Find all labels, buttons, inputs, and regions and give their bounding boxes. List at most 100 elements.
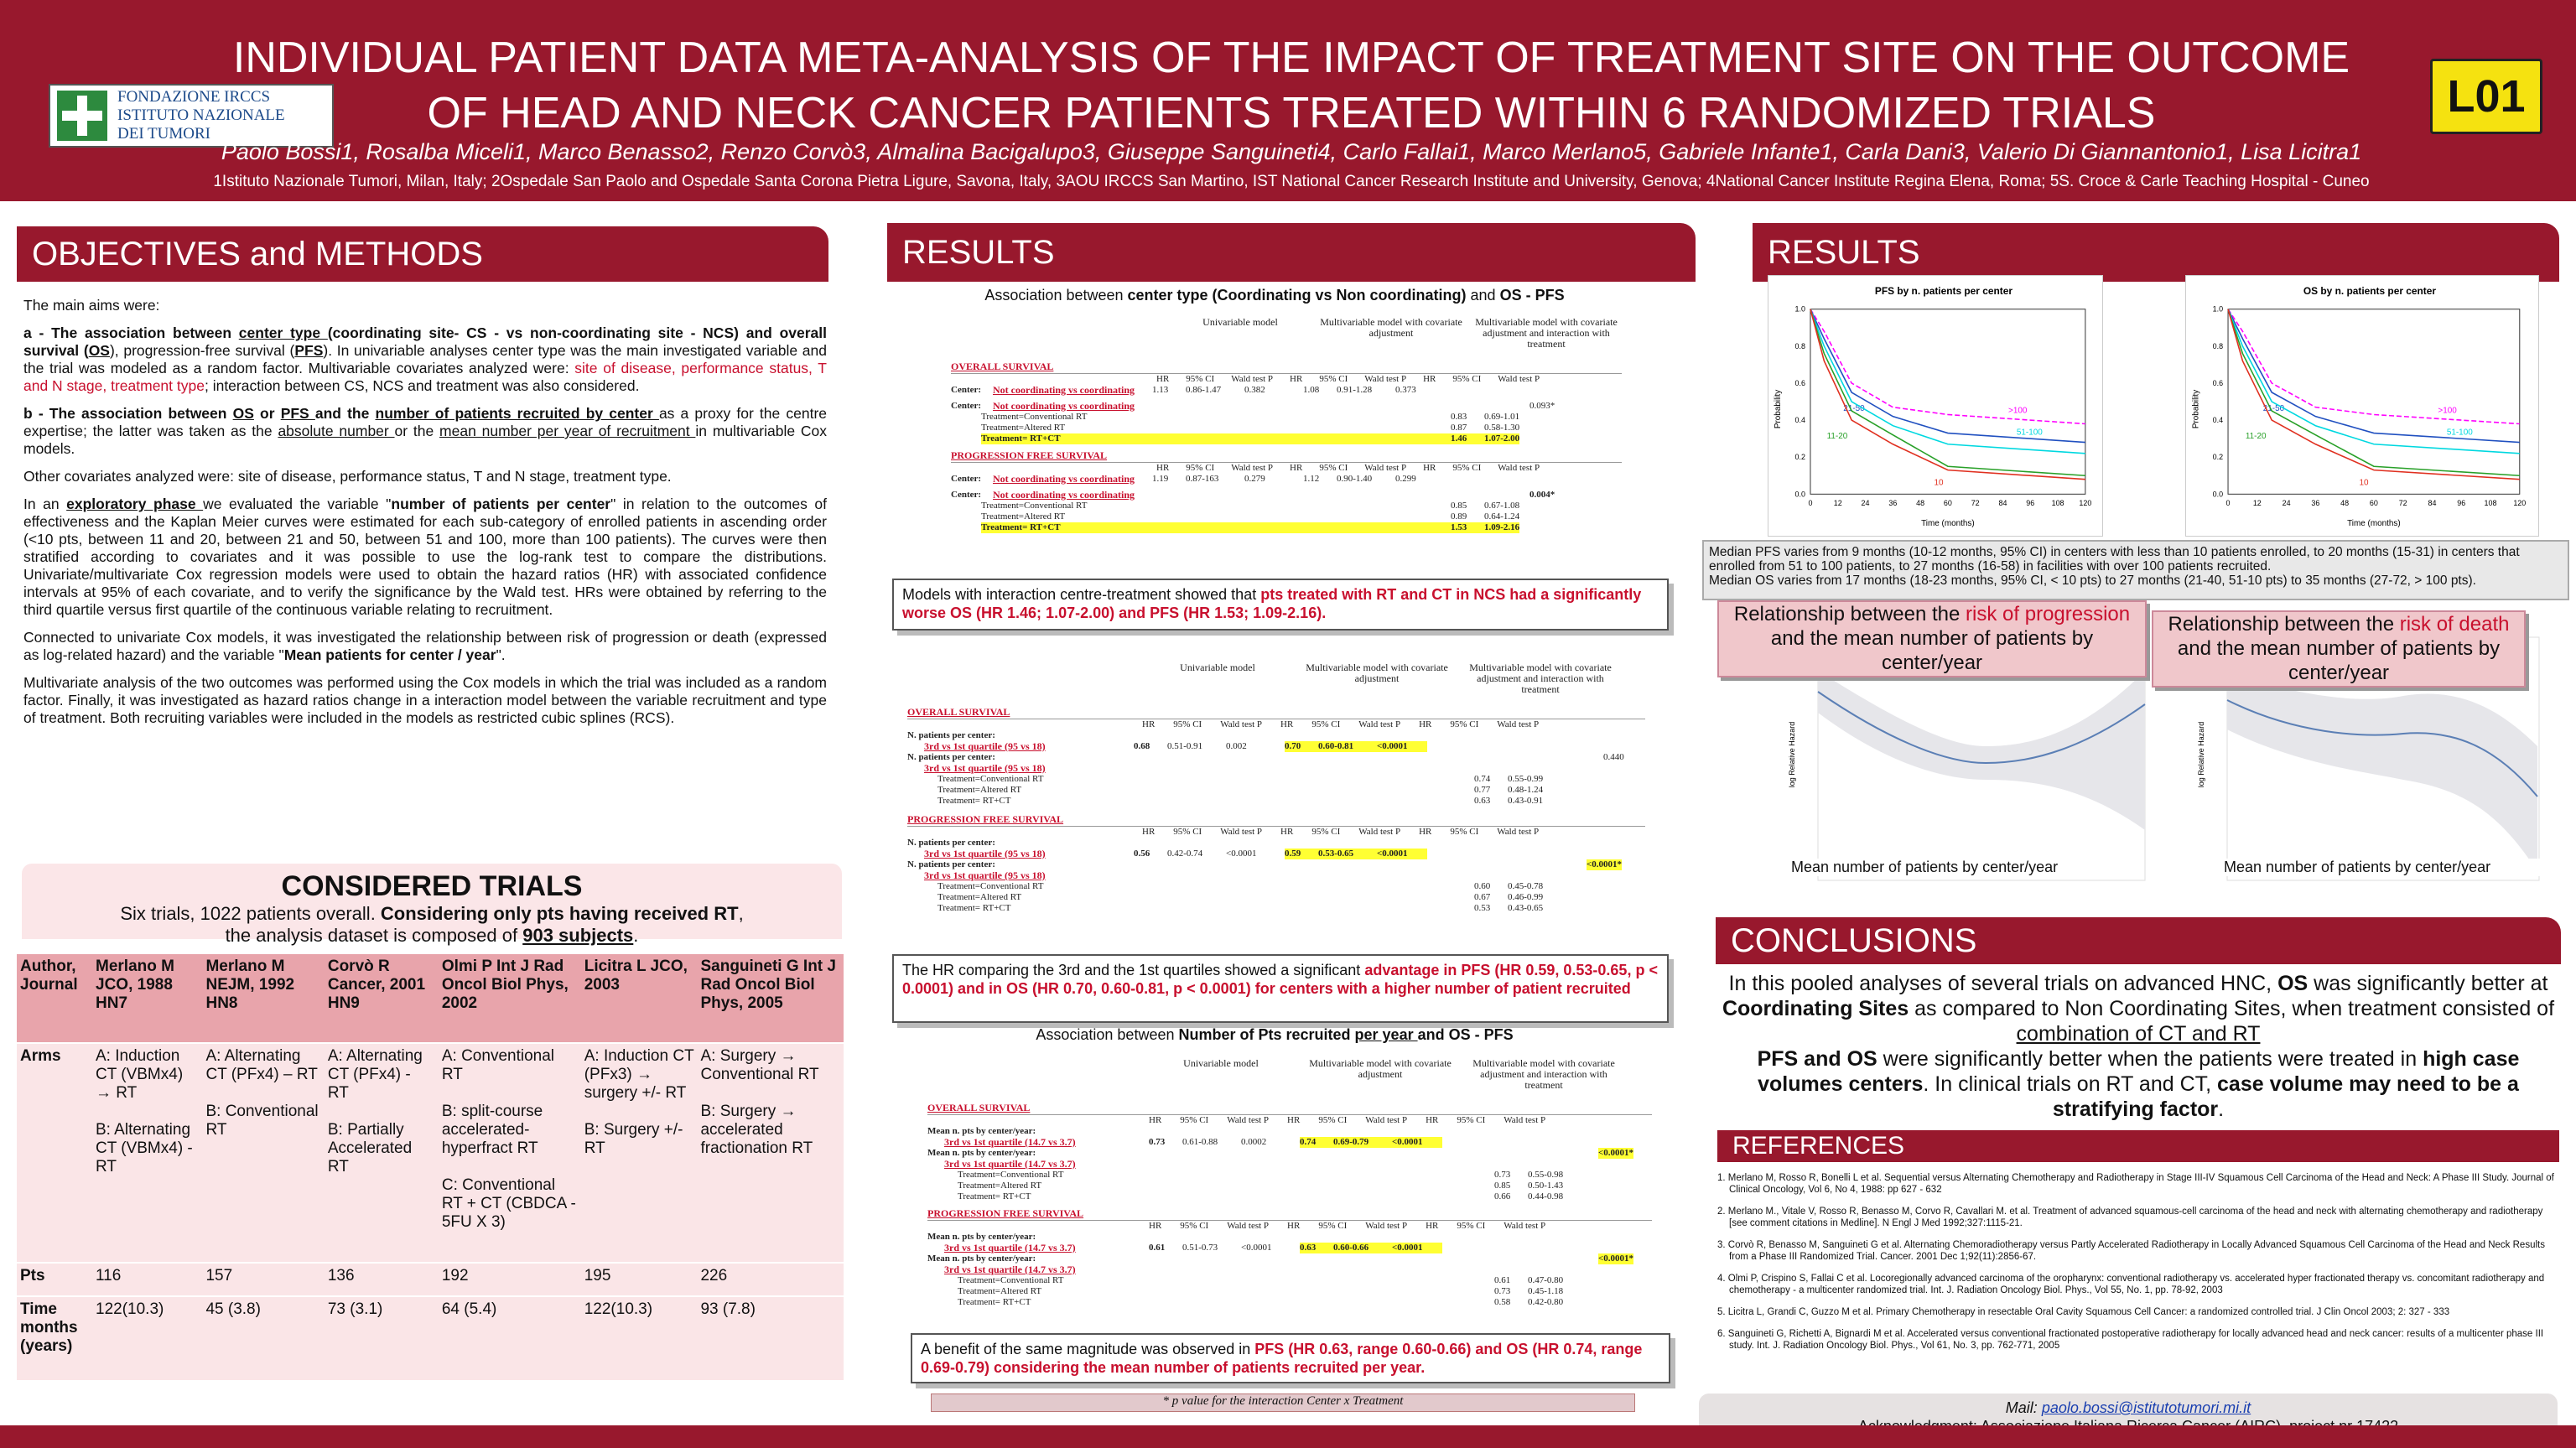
svg-text:log Relative Hazard: log Relative Hazard: [2197, 722, 2205, 788]
trial-pts: 192: [438, 1263, 581, 1297]
trial-arms: A: Induction CT (PFx3) → surgery +/- RT B…: [580, 1043, 698, 1264]
y-tick-label: 0.6: [1795, 379, 1805, 387]
x-tick-label: 0: [1808, 499, 1812, 507]
trial-pts: 226: [697, 1263, 844, 1297]
x-tick-label: 24: [2283, 499, 2291, 507]
table1-caption: Association between center type (Coordin…: [984, 287, 1565, 304]
km-curve: [1810, 309, 2085, 480]
km-series-label: 51-100: [2447, 428, 2473, 438]
trial-time: 73 (3.1): [324, 1296, 439, 1382]
reference-item: 1. Merlano M, Rosso R, Bonelli L et al. …: [1717, 1173, 2554, 1195]
km-os-curves: 0 12 24 36 48 60 72 84 96 108 120 0.0 0.2 0.4 0.6 0.8 1.…: [2213, 305, 2527, 508]
km-curve: [1810, 309, 2085, 477]
results-banner-2: RESULTS: [1753, 223, 2559, 282]
km-pfs-curves: 0 12 24 36 48 60 72 84 96 108 120 0.0 0.2 0.4 0.6 0.8 1.…: [1795, 305, 2092, 508]
trial-arms: A: Conventional RT B: split-course accele…: [438, 1043, 581, 1264]
x-tick-label: 60: [1944, 499, 1952, 507]
svg-text:Time (months): Time (months): [1921, 519, 1975, 528]
x-tick-label: 72: [2399, 499, 2407, 507]
x-tick-label: 24: [1862, 499, 1870, 507]
trial-arms: A: Alternating CT (PFx4) - RT B: Partiall…: [324, 1043, 439, 1264]
y-tick-label: 0.4: [2213, 416, 2223, 424]
reference-item: 4. Olmi P, Crispino S, Fallai C et al. L…: [1717, 1274, 2545, 1295]
trial-header: Merlano M NEJM, 1992 HN8: [202, 954, 325, 1044]
trial-time: 122(10.3): [580, 1296, 698, 1382]
trial-header: Licitra L JCO, 2003: [580, 954, 698, 1044]
km-curve: [2227, 309, 2520, 480]
km-curve: [2227, 309, 2520, 454]
median-summary: Median PFS varies from 9 months (10-12 m…: [1702, 540, 2569, 600]
x-tick-label: 60: [2370, 499, 2378, 507]
x-tick-label: 0: [2226, 499, 2231, 507]
affiliations: 1Istituto Nazionale Tumori, Milan, Italy…: [213, 173, 2370, 190]
considered-trials-box: CONSIDERED TRIALS Six trials, 1022 patie…: [22, 864, 842, 946]
trial-pts: 195: [580, 1263, 698, 1297]
x-tick-label: 36: [2311, 499, 2319, 507]
trial-header: Merlano M JCO, 1988 HN7: [92, 954, 203, 1044]
x-tick-label: 84: [1999, 499, 2007, 507]
poster-id-badge: L01: [2430, 59, 2542, 134]
km-series-label: 21-50: [2263, 404, 2285, 413]
x-tick-label: 12: [1834, 499, 1842, 507]
x-tick-label: 96: [2026, 499, 2034, 507]
y-tick-label: 0.6: [2213, 379, 2223, 387]
x-tick-label: 108: [2052, 499, 2064, 507]
trial-header: Sanguineti G Int J Rad Oncol Biol Phys, …: [697, 954, 844, 1044]
y-tick-label: 0.4: [1795, 416, 1805, 424]
trial-header: Olmi P Int J Rad Oncol Biol Phys, 2002: [438, 954, 581, 1044]
results-banner-1: RESULTS: [887, 223, 1696, 282]
trial-time: 45 (3.8): [202, 1296, 325, 1382]
x-tick-label: 72: [1971, 499, 1980, 507]
km-curve: [1810, 309, 2085, 444]
km-series-label: 10: [1935, 478, 1945, 487]
km-curve: [1810, 309, 2085, 454]
header-band: [0, 0, 2576, 201]
x-tick-label: 96: [2457, 499, 2465, 507]
km-series-label: 11-20: [2246, 432, 2267, 441]
x-tick-label: 84: [2428, 499, 2436, 507]
trial-arms: A: Surgery → Conventional RT B: Surgery →…: [697, 1043, 844, 1264]
spline2-xlabel: Mean number of patients by center/year: [2224, 859, 2542, 876]
trial-time: 93 (7.8): [697, 1296, 844, 1382]
footnote: * p value for the interaction Center x T…: [931, 1394, 1635, 1412]
y-tick-label: 0.2: [2213, 453, 2223, 461]
authors: Paolo Bossi1, Rosalba Miceli1, Marco Ben…: [221, 139, 2362, 164]
relationship-progression: Relationship between the risk of progres…: [1717, 600, 2147, 677]
mail-link[interactable]: paolo.bossi@istitutotumori.mi.it: [2041, 1399, 2251, 1416]
km-series-label: >100: [2438, 406, 2457, 415]
x-tick-label: 120: [2513, 499, 2526, 507]
x-tick-label: 12: [2253, 499, 2262, 507]
trial-pts: 116: [92, 1263, 203, 1297]
poster-title: INDIVIDUAL PATIENT DATA META-ANALYSIS OF…: [232, 34, 2350, 138]
trial-header: Author, Journal: [17, 954, 92, 1044]
svg-text:log Relative Hazard: log Relative Hazard: [1788, 722, 1796, 788]
y-tick-label: 1.0: [2213, 305, 2223, 314]
km-series-label: 10: [2360, 478, 2370, 487]
reference-item: 2. Merlano M., Vitale V, Rosso R, Benass…: [1717, 1207, 2543, 1228]
km-series-label: 21-50: [1843, 404, 1865, 413]
reference-item: 3. Corvò R, Benasso M, Sanguineti G et a…: [1717, 1240, 2545, 1262]
svg-text:OS by n. patients per center: OS by n. patients per center: [2303, 285, 2436, 297]
svg-text:Probability: Probability: [1774, 390, 1783, 428]
svg-text:PFS by n. patients per center: PFS by n. patients per center: [1875, 285, 2012, 297]
trial-header: Corvò R Cancer, 2001 HN9: [324, 954, 439, 1044]
km-curve: [2227, 309, 2520, 444]
note-interaction: Models with interaction centre-treatment…: [892, 579, 1669, 631]
reference-item: 5. Licitra L, Grandi C, Guzzo M et al. P…: [1717, 1307, 2450, 1317]
reference-item: 6. Sanguineti G, Richetti A, Bignardi M …: [1717, 1329, 2544, 1351]
table1-center-type: Univariable model Multivariable model wit…: [951, 317, 1622, 577]
trial-pts: 157: [202, 1263, 325, 1297]
trials-table: Author, Journal Merlano M JCO, 1988 HN7 Me…: [17, 954, 844, 1382]
trial-arms: A: Induction CT (VBMx4) → RT B: Alternati…: [92, 1043, 203, 1264]
km-curve: [2227, 309, 2520, 425]
x-tick-label: 36: [1888, 499, 1897, 507]
references-list: 1. Merlano M, Rosso R, Bonelli L et al. …: [1717, 1172, 2561, 1362]
trial-time: 122(10.3): [92, 1296, 203, 1382]
y-tick-label: 0.0: [2213, 490, 2223, 498]
note-per-year: A benefit of the same magnitude was obse…: [911, 1333, 1670, 1383]
x-tick-label: 48: [2340, 499, 2349, 507]
spline1-xlabel: Mean number of patients by center/year: [1791, 859, 2110, 876]
cross-icon: [57, 91, 107, 141]
km-os-plot: OS by n. patients per center Probability…: [2185, 275, 2539, 537]
svg-text:Time (months): Time (months): [2347, 519, 2401, 528]
